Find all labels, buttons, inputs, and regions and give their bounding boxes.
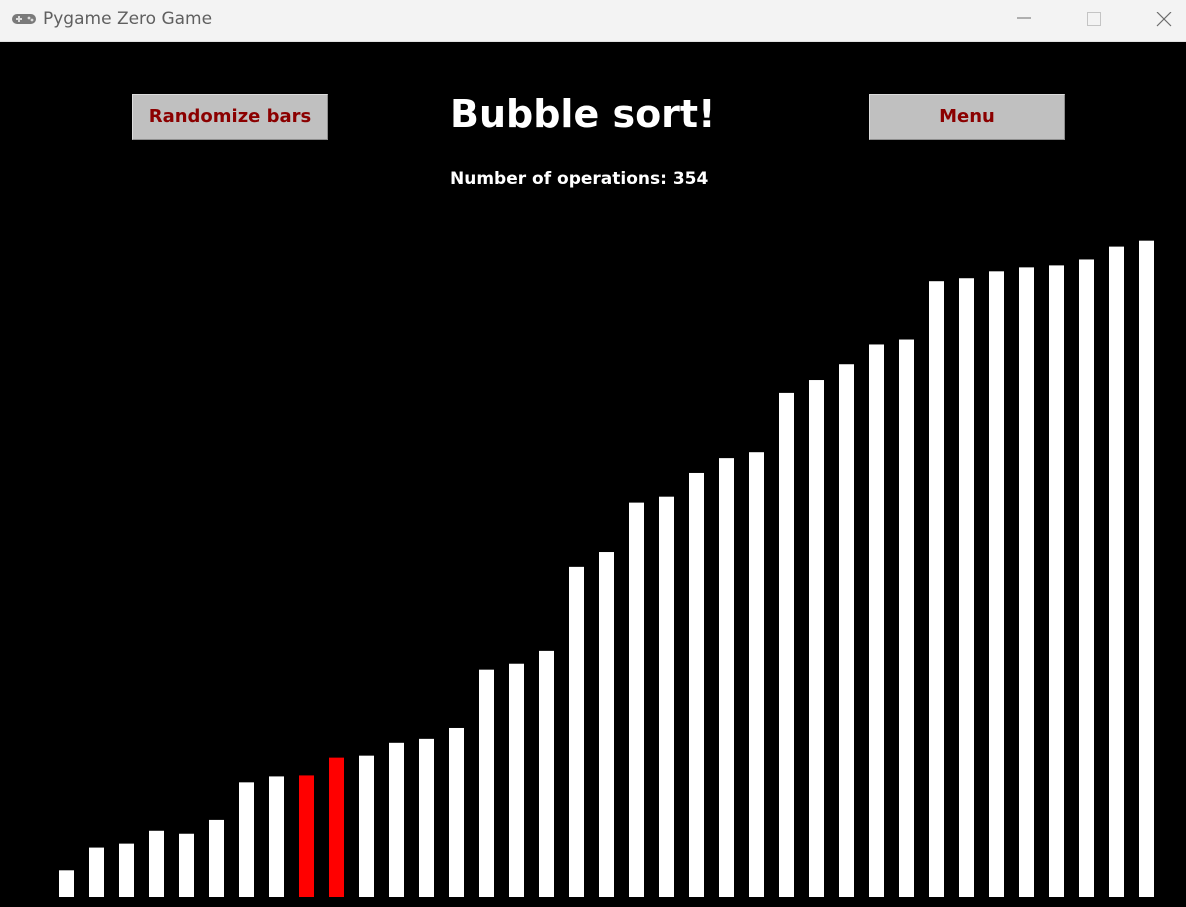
maximize-icon <box>1087 12 1101 26</box>
minimize-icon <box>1017 17 1031 19</box>
bar <box>239 782 254 897</box>
menu-button[interactable]: Menu <box>869 94 1065 140</box>
bar <box>179 833 194 897</box>
bar <box>809 380 824 897</box>
bar <box>929 281 944 897</box>
maximize-button[interactable] <box>1059 0 1129 41</box>
close-button[interactable] <box>1129 0 1186 41</box>
bar <box>659 496 674 897</box>
bar <box>599 552 614 897</box>
page-title: Bubble sort! <box>450 92 716 136</box>
bar <box>119 843 134 897</box>
bar <box>749 452 764 897</box>
bar-highlighted <box>329 757 344 897</box>
bar <box>419 738 434 897</box>
window-title: Pygame Zero Game <box>43 9 213 29</box>
randomize-bars-button[interactable]: Randomize bars <box>132 94 328 140</box>
bar <box>1109 246 1124 897</box>
bar <box>569 566 584 897</box>
bar <box>389 742 404 897</box>
bar <box>359 755 374 897</box>
bar <box>629 502 644 897</box>
bar <box>59 870 74 897</box>
bar <box>719 458 734 897</box>
bar <box>989 271 1004 897</box>
title-bar: Pygame Zero Game <box>0 0 1186 42</box>
minimize-button[interactable] <box>989 0 1059 41</box>
bar <box>539 650 554 897</box>
bar <box>869 344 884 898</box>
bar <box>479 669 494 897</box>
bar <box>899 339 914 897</box>
gamepad-icon <box>12 14 36 24</box>
bar <box>1139 240 1154 898</box>
bar <box>1049 265 1064 897</box>
bar <box>839 364 854 897</box>
bar <box>1079 259 1094 897</box>
bar <box>959 278 974 897</box>
bar-chart <box>59 240 1154 898</box>
operations-counter: Number of operations: 354 <box>450 169 709 189</box>
close-icon <box>1156 12 1172 27</box>
bar <box>1019 267 1034 898</box>
bar <box>689 472 704 897</box>
bar <box>509 663 524 897</box>
bar <box>89 847 104 897</box>
bar <box>149 830 164 897</box>
bar <box>779 392 794 897</box>
bar-highlighted <box>299 775 314 897</box>
bar <box>209 819 224 897</box>
bar <box>269 776 284 897</box>
bar <box>449 727 464 897</box>
game-canvas: Randomize bars Bubble sort! Number of op… <box>0 42 1186 907</box>
